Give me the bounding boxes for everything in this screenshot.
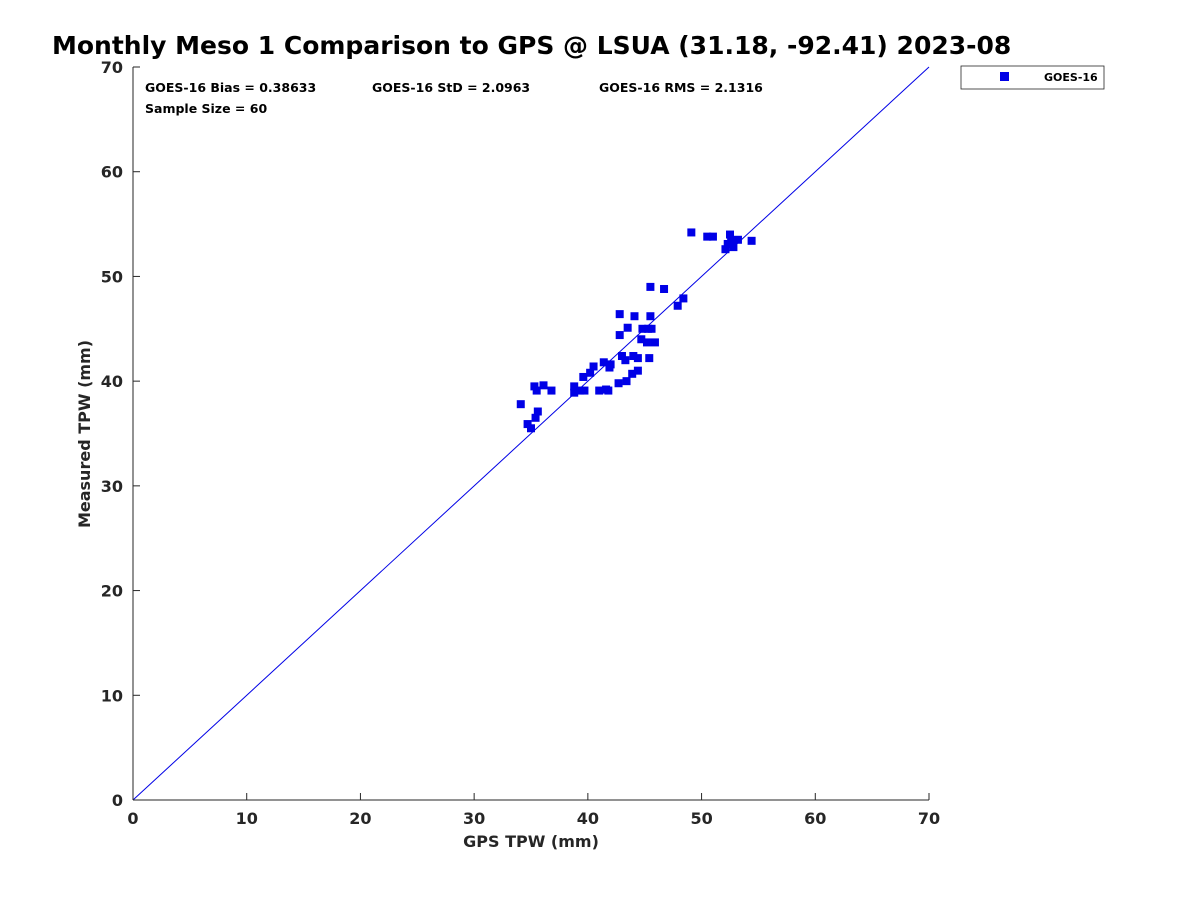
data-point — [628, 369, 637, 378]
data-point — [637, 335, 646, 344]
data-point — [617, 352, 626, 361]
x-tick-label: 60 — [804, 809, 826, 828]
data-point — [645, 354, 654, 363]
data-point — [615, 310, 624, 319]
data-point — [708, 232, 717, 241]
data-point — [539, 381, 548, 390]
data-point — [586, 368, 595, 377]
data-point — [721, 245, 730, 254]
data-point — [633, 366, 642, 375]
y-axis-ticks: 0 10 20 30 40 50 60 70 — [101, 58, 140, 810]
data-point — [646, 282, 655, 291]
data-point — [630, 312, 639, 321]
stat-std: GOES-16 StD = 2.0963 — [372, 80, 530, 95]
y-tick-label: 40 — [101, 372, 123, 391]
stat-sample-size: Sample Size = 60 — [145, 101, 267, 116]
data-point — [614, 379, 623, 388]
x-tick-label: 20 — [349, 809, 371, 828]
data-point — [523, 420, 532, 429]
data-point — [527, 424, 535, 433]
data-point — [604, 386, 613, 395]
x-axis-label: GPS TPW (mm) — [463, 832, 599, 851]
axes — [132, 67, 929, 801]
data-point — [533, 407, 542, 416]
data-point — [575, 386, 584, 395]
data-point — [531, 413, 540, 422]
data-point — [595, 386, 604, 395]
data-point — [729, 243, 738, 252]
data-point — [629, 352, 638, 361]
y-tick-label: 30 — [101, 477, 123, 496]
data-point — [679, 294, 688, 303]
data-point — [580, 386, 589, 395]
legend-marker-goes16 — [1000, 72, 1009, 81]
plot-area: 0 10 20 30 40 50 60 70 0 10 20 30 40 50 60 70 — [101, 58, 940, 828]
x-tick-label: 50 — [690, 809, 712, 828]
data-point — [726, 230, 734, 239]
data-point — [532, 386, 541, 395]
data-point — [606, 360, 615, 369]
data-point — [638, 324, 647, 333]
data-point — [646, 312, 655, 321]
data-point — [547, 386, 556, 395]
data-point — [623, 323, 632, 332]
x-tick-label: 30 — [463, 809, 485, 828]
y-tick-label: 60 — [101, 163, 123, 182]
data-point — [570, 382, 579, 391]
one-to-one-reference-line — [132, 66, 930, 801]
data-point — [727, 236, 736, 245]
y-tick-label: 50 — [101, 267, 123, 286]
stat-bias: GOES-16 Bias = 0.38633 — [145, 80, 316, 95]
legend-label-goes16: GOES-16 — [1044, 71, 1098, 84]
x-tick-label: 40 — [577, 809, 599, 828]
legend-box — [960, 65, 1105, 90]
data-point — [579, 372, 588, 381]
x-axis-ticks: 0 10 20 30 40 50 60 70 — [127, 793, 940, 828]
y-tick-label: 10 — [101, 686, 123, 705]
data-point — [733, 235, 742, 244]
x-tick-label: 0 — [127, 809, 138, 828]
legend: GOES-16 — [960, 65, 1105, 90]
data-point — [516, 400, 525, 409]
data-point — [660, 284, 669, 293]
data-point — [687, 228, 696, 237]
data-point — [633, 354, 642, 363]
chart-title: Monthly Meso 1 Comparison to GPS @ LSUA … — [52, 31, 1011, 60]
data-point — [647, 324, 656, 333]
data-point — [615, 331, 624, 340]
x-tick-label: 70 — [918, 809, 940, 828]
data-point — [673, 301, 682, 310]
y-tick-label: 70 — [101, 58, 123, 77]
data-point — [650, 338, 659, 347]
data-point — [703, 232, 712, 241]
data-point — [642, 338, 651, 347]
y-axis-label: Measured TPW (mm) — [75, 340, 94, 528]
data-point — [747, 236, 756, 245]
x-tick-label: 10 — [236, 809, 258, 828]
data-point — [599, 358, 608, 367]
data-points — [516, 228, 756, 433]
data-point — [621, 356, 630, 365]
data-point — [530, 382, 539, 391]
data-point — [589, 362, 598, 371]
stat-rms: GOES-16 RMS = 2.1316 — [599, 80, 763, 95]
y-tick-label: 0 — [112, 791, 123, 810]
data-point — [570, 388, 579, 397]
y-tick-label: 20 — [101, 582, 123, 601]
data-point — [622, 377, 631, 386]
